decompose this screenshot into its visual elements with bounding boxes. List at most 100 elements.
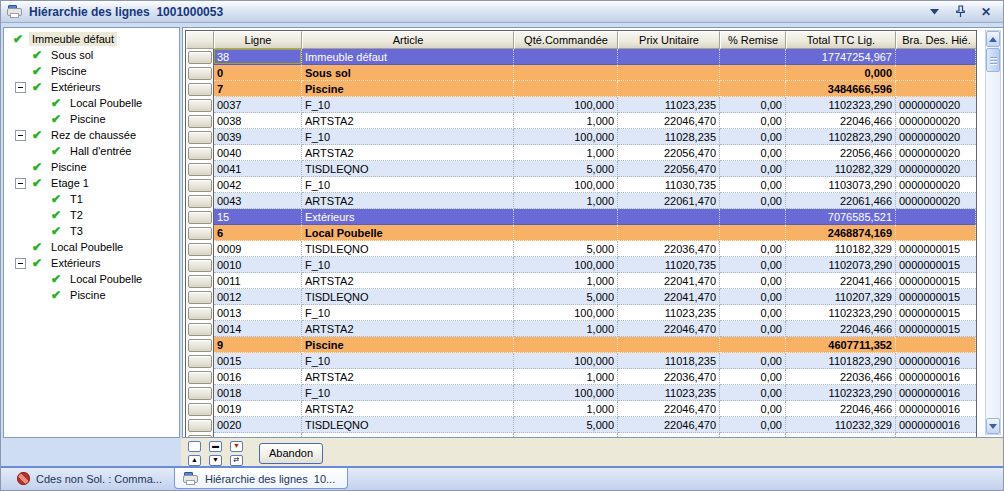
table-row[interactable]: 0043ARTSTA21,00022061,4700,0022061,46600… xyxy=(186,193,976,209)
cell-qty[interactable]: 100,000 xyxy=(514,97,618,113)
row-selector-button[interactable] xyxy=(188,83,212,96)
cell-qty[interactable]: 1,000 xyxy=(514,113,618,129)
cell-total[interactable]: 22041,466 xyxy=(786,273,896,289)
column-header-ligne[interactable]: Ligne xyxy=(214,31,302,49)
cell-remise[interactable] xyxy=(720,337,786,353)
cell-bra[interactable]: 0000000016 xyxy=(896,369,976,385)
row-selector-button[interactable] xyxy=(188,371,212,384)
cell-price[interactable]: 22036,470 xyxy=(618,369,720,385)
row-selector-button[interactable] xyxy=(188,387,212,400)
table-row[interactable]: 0038ARTSTA21,00022046,4700,0022046,46600… xyxy=(186,113,976,129)
cell-price[interactable]: 11028,235 xyxy=(618,129,720,145)
row-selector[interactable] xyxy=(186,113,214,129)
table-row[interactable]: 0020TISDLEQNO5,00022046,4700,00110232,32… xyxy=(186,417,976,433)
cell-price[interactable] xyxy=(618,209,720,225)
row-selector-button[interactable] xyxy=(188,131,212,144)
cell-total[interactable]: 22046,466 xyxy=(786,401,896,417)
table-row[interactable]: 0016ARTSTA21,00022036,4700,0022036,46600… xyxy=(186,369,976,385)
cell-qty[interactable]: 1,000 xyxy=(514,193,618,209)
collapse-toggle[interactable] xyxy=(15,130,26,141)
cell-bra[interactable]: 0000000015 xyxy=(896,241,976,257)
cell-article[interactable]: Local Poubelle xyxy=(302,225,514,241)
cell-bra[interactable]: 0000000015 xyxy=(896,321,976,337)
cell-qty[interactable]: 100,000 xyxy=(514,353,618,369)
cell-bra[interactable]: 0000000015 xyxy=(896,273,976,289)
cell-total[interactable]: 1102323,290 xyxy=(786,385,896,401)
table-row[interactable]: 0040ARTSTA21,00022056,4700,0022056,46600… xyxy=(186,145,976,161)
row-selector[interactable] xyxy=(186,209,214,225)
close-icon[interactable]: ✕ xyxy=(979,5,993,19)
cell-remise[interactable] xyxy=(720,49,786,65)
cell-price[interactable]: 11018,235 xyxy=(618,353,720,369)
table-row[interactable]: 0011ARTSTA21,00022041,4700,0022041,46600… xyxy=(186,273,976,289)
cell-article[interactable]: ARTSTA2 xyxy=(302,113,514,129)
cell-remise[interactable]: 0,00 xyxy=(720,321,786,337)
row-selector[interactable] xyxy=(186,321,214,337)
cell-price[interactable]: 22046,470 xyxy=(618,401,720,417)
tree-item-t2[interactable]: ✔T2 xyxy=(4,207,179,223)
cell-remise[interactable]: 0,00 xyxy=(720,161,786,177)
cell-remise[interactable]: 0,00 xyxy=(720,305,786,321)
nav-down-button[interactable]: ▼ xyxy=(209,455,222,466)
cell-bra[interactable] xyxy=(896,49,976,65)
nav-bar-button[interactable]: ▬ xyxy=(209,441,222,452)
row-selector-button[interactable] xyxy=(188,51,212,64)
cell-ligne[interactable]: 0020 xyxy=(214,417,302,433)
table-row[interactable]: 0015F_10100,00011018,2350,001101823,2900… xyxy=(186,353,976,369)
cell-total[interactable]: 22046,466 xyxy=(786,321,896,337)
column-header-bra-des-hie[interactable]: Bra. Des. Hié. xyxy=(896,31,976,49)
nav-blank-button[interactable] xyxy=(188,441,201,452)
cell-ligne[interactable]: 38 xyxy=(214,49,302,65)
row-selector-button[interactable] xyxy=(188,67,212,80)
tree-item-piscine[interactable]: ✔Piscine xyxy=(4,63,179,79)
cell-bra[interactable]: 0000000020 xyxy=(896,113,976,129)
cell-total[interactable]: 1102823,290 xyxy=(786,129,896,145)
row-selector-button[interactable] xyxy=(188,179,212,192)
row-selector-button[interactable] xyxy=(188,259,212,272)
row-selector[interactable] xyxy=(186,305,214,321)
row-selector-button[interactable] xyxy=(188,323,212,336)
cell-total[interactable]: 1102323,290 xyxy=(786,305,896,321)
cell-price[interactable] xyxy=(618,225,720,241)
tree-item-sous-sol[interactable]: ✔Sous sol xyxy=(4,47,179,63)
cell-price[interactable]: 22046,470 xyxy=(618,417,720,433)
cell-total[interactable]: 3484666,596 xyxy=(786,81,896,97)
cell-article[interactable]: F_10 xyxy=(302,257,514,273)
cell-price[interactable]: 22041,470 xyxy=(618,273,720,289)
row-selector-button[interactable] xyxy=(188,115,212,128)
table-row[interactable]: 38Immeuble défaut17747254,967 xyxy=(186,49,976,65)
table-row[interactable]: 15Extérieurs7076585,521 xyxy=(186,209,976,225)
cell-qty[interactable]: 5,000 xyxy=(514,289,618,305)
chevron-down-icon[interactable] xyxy=(927,5,941,19)
cell-price[interactable]: 22036,470 xyxy=(618,241,720,257)
cell-bra[interactable]: 0000000020 xyxy=(896,177,976,193)
cell-qty[interactable]: 5,000 xyxy=(514,241,618,257)
tree-item-exterieurs[interactable]: ✔Extérieurs xyxy=(4,79,179,95)
cell-bra[interactable]: 0000000020 xyxy=(896,97,976,113)
cell-bra[interactable]: 0000000016 xyxy=(896,385,976,401)
cell-qty[interactable]: 1,000 xyxy=(514,273,618,289)
cell-article[interactable]: Immeuble défaut xyxy=(302,49,514,65)
cell-qty[interactable]: 100,000 xyxy=(514,129,618,145)
cell-price[interactable]: 22046,470 xyxy=(618,113,720,129)
row-selector-button[interactable] xyxy=(188,307,212,320)
cell-article[interactable]: ARTSTA2 xyxy=(302,369,514,385)
cell-qty[interactable]: 5,000 xyxy=(514,161,618,177)
cell-article[interactable]: TISDLEQNO xyxy=(302,289,514,305)
cell-ligne[interactable]: 0018 xyxy=(214,385,302,401)
tab-cdes-non-sol-comma[interactable]: Cdes non Sol. : Comma... xyxy=(9,468,174,488)
cell-ligne[interactable]: 0041 xyxy=(214,161,302,177)
column-header-remise[interactable]: % Remise xyxy=(720,31,786,49)
cell-article[interactable]: F_10 xyxy=(302,353,514,369)
table-row[interactable]: 0018F_10100,00011023,2350,001102323,2900… xyxy=(186,385,976,401)
cell-bra[interactable]: 0000000016 xyxy=(896,401,976,417)
cell-total[interactable]: 110282,329 xyxy=(786,161,896,177)
row-selector-button[interactable] xyxy=(188,195,212,208)
tree-item-local-poubelle[interactable]: ✔Local Poubelle xyxy=(4,271,179,287)
cell-qty[interactable] xyxy=(514,225,618,241)
row-selector-button[interactable] xyxy=(188,99,212,112)
cell-ligne[interactable]: 15 xyxy=(214,209,302,225)
cell-total[interactable]: 22061,466 xyxy=(786,193,896,209)
row-selector-button[interactable] xyxy=(188,243,212,256)
table-row[interactable]: 0012TISDLEQNO5,00022041,4700,00110207,32… xyxy=(186,289,976,305)
